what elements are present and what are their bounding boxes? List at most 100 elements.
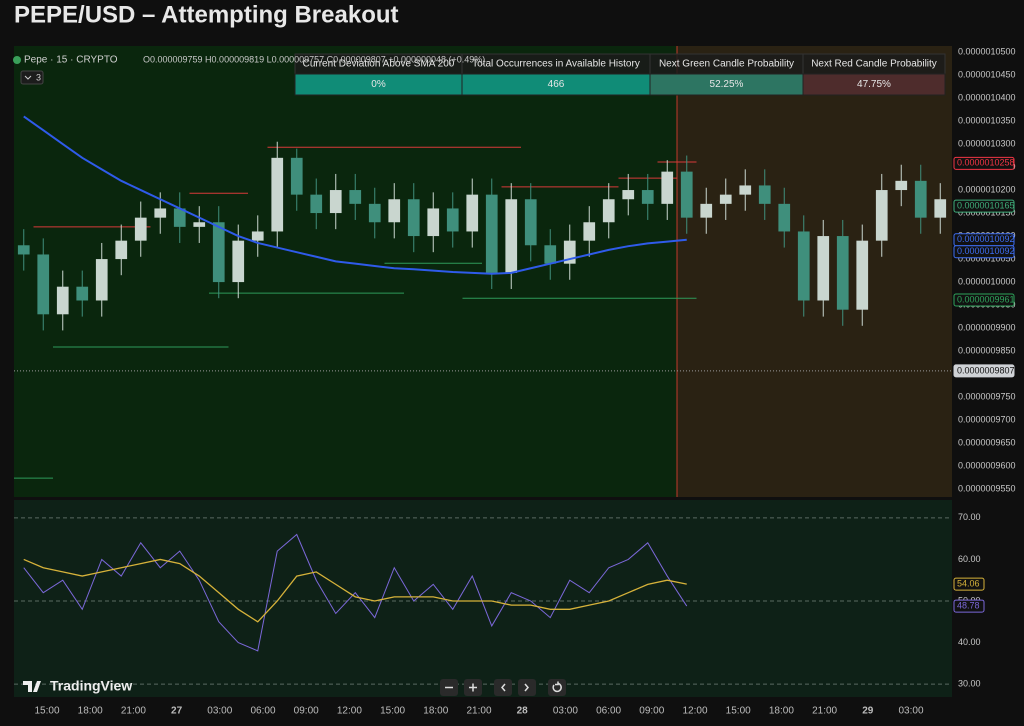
candle-body bbox=[485, 194, 498, 273]
x-tick-label: 09:00 bbox=[639, 706, 664, 717]
candle-body bbox=[719, 194, 732, 204]
candle-body bbox=[641, 190, 654, 204]
sma-line bbox=[23, 115, 687, 275]
candle-body bbox=[329, 190, 342, 214]
candle-body bbox=[856, 240, 869, 310]
x-tick-label: 15:00 bbox=[34, 706, 59, 717]
table-header: Next Red Candle Probability bbox=[811, 59, 937, 70]
branding: TradingView bbox=[50, 678, 132, 694]
candle-body bbox=[251, 231, 264, 241]
last-value-label: 48.78 bbox=[957, 600, 980, 610]
y-tick-label: 0.0000009650 bbox=[958, 438, 1016, 448]
candle-body bbox=[310, 194, 323, 214]
x-tick-label: 15:00 bbox=[380, 706, 405, 717]
candle-body bbox=[154, 208, 167, 218]
price-label-box bbox=[953, 364, 1015, 378]
candle-body bbox=[232, 240, 245, 283]
x-tick-label: 15:00 bbox=[726, 706, 751, 717]
indicators-count: 3 bbox=[36, 72, 41, 82]
reset[interactable] bbox=[548, 679, 566, 696]
candle-body bbox=[934, 199, 947, 218]
symbol: Pepe · 15 · CRYPTO bbox=[24, 55, 118, 66]
candle-body bbox=[758, 185, 771, 204]
candle-body bbox=[739, 185, 752, 195]
candle-body bbox=[700, 203, 713, 218]
x-tick-label: 03:00 bbox=[553, 706, 578, 717]
y-tick-label: 0.0000009700 bbox=[958, 415, 1016, 425]
y-tick-label: 0.0000010200 bbox=[958, 184, 1016, 194]
y-tick-label: 0.0000010000 bbox=[958, 276, 1016, 286]
candle-body bbox=[427, 208, 440, 237]
y-tick-label: 30.00 bbox=[958, 678, 981, 688]
symbol-icon bbox=[13, 56, 21, 64]
x-tick-label: 12:00 bbox=[682, 706, 707, 717]
table-value: 47.75% bbox=[857, 79, 891, 90]
candle-body bbox=[76, 286, 89, 301]
candle-body bbox=[563, 240, 576, 264]
price-label: 0.0000010092 bbox=[957, 234, 1015, 244]
x-tick-label: 06:00 bbox=[250, 706, 275, 717]
y-tick-label: 40.00 bbox=[958, 637, 981, 647]
candle-body bbox=[797, 231, 810, 301]
candle-body bbox=[388, 199, 401, 223]
table-value: 52.25% bbox=[710, 79, 744, 90]
candle-body bbox=[602, 199, 615, 223]
x-tick-label: 18:00 bbox=[769, 706, 794, 717]
table-header: Total Occurrences in Available History bbox=[472, 59, 640, 70]
candle-body bbox=[115, 240, 128, 260]
table-header: Next Green Candle Probability bbox=[659, 59, 794, 70]
x-tick-label: 29 bbox=[862, 706, 874, 717]
y-tick-label: 0.0000009550 bbox=[958, 484, 1016, 494]
x-tick-label: 06:00 bbox=[596, 706, 621, 717]
x-tick-label: 03:00 bbox=[207, 706, 232, 717]
oscillator-panel bbox=[14, 500, 952, 697]
price-label-box bbox=[953, 293, 1015, 307]
indicators-toggle[interactable] bbox=[20, 70, 44, 85]
x-tick-label: 12:00 bbox=[337, 706, 362, 717]
scroll-right[interactable] bbox=[518, 679, 536, 696]
candle-body bbox=[661, 171, 674, 204]
y-tick-label: 0.0000010350 bbox=[958, 115, 1016, 125]
y-tick-label: 70.00 bbox=[958, 512, 981, 522]
candle-body bbox=[817, 236, 830, 301]
y-tick-label: 0.0000010300 bbox=[958, 138, 1016, 148]
price-label: 0.0000009961 bbox=[957, 294, 1015, 304]
price-label: 0.0000009807 bbox=[957, 365, 1015, 375]
forecast-panel bbox=[677, 46, 952, 497]
x-tick-label: 27 bbox=[171, 706, 183, 717]
candle-body bbox=[173, 208, 186, 227]
scroll-left[interactable] bbox=[494, 679, 512, 696]
candle-body bbox=[95, 259, 108, 301]
candle-body bbox=[914, 180, 927, 218]
price-label-box bbox=[953, 245, 1015, 259]
candle-body bbox=[271, 157, 284, 232]
chevron bbox=[24, 75, 32, 80]
y-tick-label: 0.0000009750 bbox=[958, 392, 1016, 402]
candle-body bbox=[37, 254, 50, 315]
x-tick-label: 09:00 bbox=[294, 706, 319, 717]
candle-body bbox=[680, 171, 693, 218]
candle-body bbox=[836, 236, 849, 310]
oscillator-line bbox=[23, 558, 687, 623]
last-value-label: 54.06 bbox=[957, 578, 980, 588]
last-value-box bbox=[953, 577, 985, 591]
last-value-box bbox=[953, 599, 985, 613]
candle-body bbox=[193, 222, 206, 227]
table-header: Current Deviation Above SMA 200 bbox=[303, 59, 455, 70]
table-value: 0% bbox=[371, 79, 386, 90]
oscillator-line bbox=[23, 533, 688, 652]
ohlc: O0.000009759 H0.000009819 L0.000009757 C… bbox=[143, 54, 485, 64]
price-label: 0.0000010092 bbox=[957, 246, 1015, 256]
x-tick-label: 21:00 bbox=[466, 706, 491, 717]
y-tick-label: 0.0000010450 bbox=[958, 69, 1016, 79]
x-tick-label: 18:00 bbox=[78, 706, 103, 717]
candle-body bbox=[134, 217, 147, 241]
x-tick-label: 28 bbox=[517, 706, 529, 717]
x-tick-label: 18:00 bbox=[423, 706, 448, 717]
history-panel bbox=[14, 46, 677, 497]
candle-body bbox=[505, 199, 518, 273]
candle-body bbox=[349, 190, 362, 204]
candle-body bbox=[290, 157, 303, 195]
candle-body bbox=[544, 245, 557, 264]
y-tick-label: 0.0000010500 bbox=[958, 46, 1016, 56]
